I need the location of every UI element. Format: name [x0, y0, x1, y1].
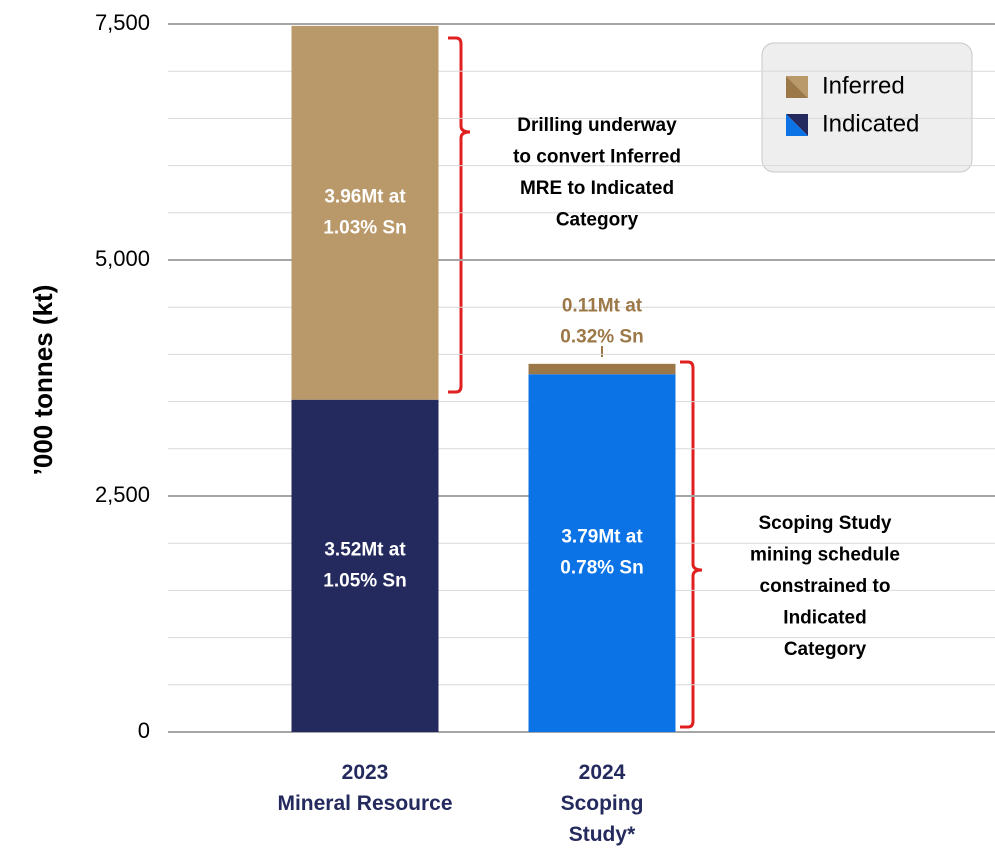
- legend-label: Inferred: [822, 72, 905, 99]
- y-tick-label: 7,500: [95, 10, 150, 35]
- y-tick-label: 5,000: [95, 246, 150, 271]
- bar-segment: [291, 399, 439, 732]
- data-label: 3.79Mt at 0.78% Sn: [560, 527, 643, 579]
- bar-segment: [528, 374, 676, 732]
- y-tick-label: 2,500: [95, 482, 150, 507]
- x-tick-label: 2023 Mineral Resource: [277, 761, 452, 815]
- annotation: Scoping Study mining schedule constrained …: [750, 513, 900, 660]
- legend-swatch: [786, 76, 808, 98]
- legend-swatch: [786, 114, 808, 136]
- bar-segment: [291, 25, 439, 400]
- legend-box: [761, 42, 973, 173]
- data-label: 3.96Mt at 1.03% Sn: [323, 186, 406, 238]
- y-axis-title: ’000 tonnes (kt): [28, 285, 58, 476]
- bar-segment: [528, 363, 676, 375]
- bracket: [448, 36, 471, 394]
- y-tick-label: 0: [138, 718, 150, 743]
- legend-label: Indicated: [822, 110, 919, 137]
- data-label: 3.52Mt at 1.05% Sn: [323, 539, 406, 591]
- x-tick-label: 2024 Scoping Study*: [561, 761, 644, 846]
- bracket: [680, 360, 703, 729]
- data-label: 0.11Mt at 0.32% Sn: [560, 295, 643, 347]
- annotation: Drilling underway to convert Inferred MRE …: [513, 115, 681, 231]
